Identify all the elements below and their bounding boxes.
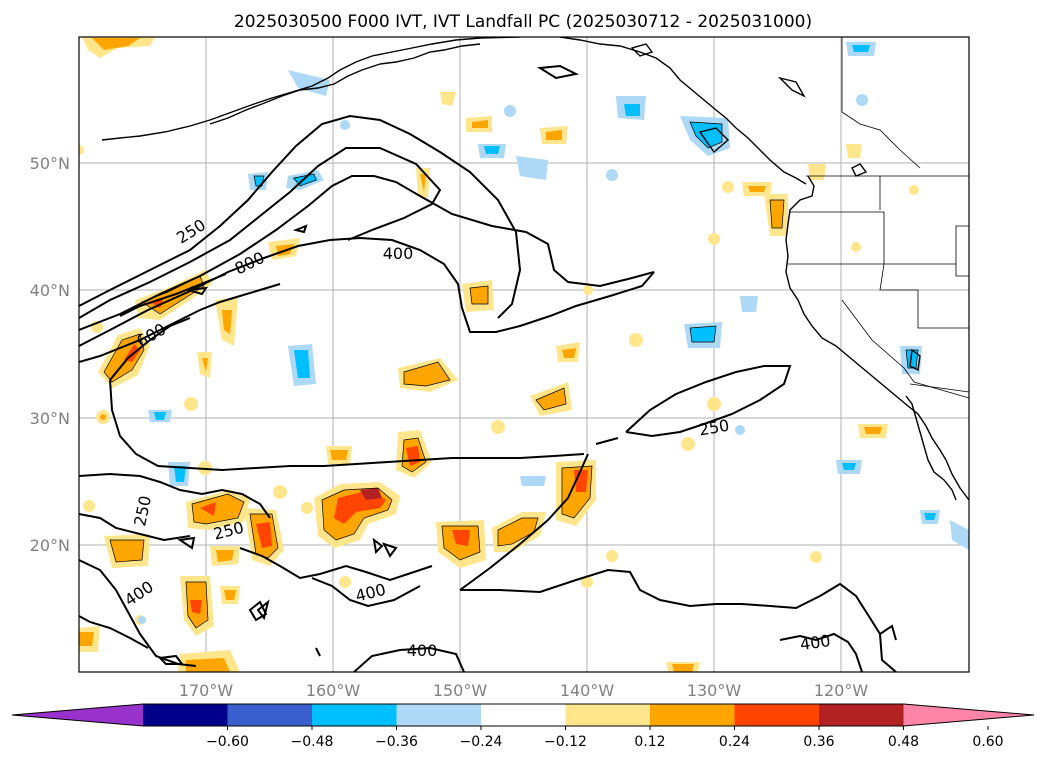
lon-label: 170°W bbox=[179, 681, 234, 700]
filled-pc-patches bbox=[79, 37, 969, 672]
contour-label: 400 bbox=[407, 641, 438, 660]
map-area bbox=[79, 37, 969, 672]
colorbar: −0.60 −0.48 −0.36 −0.24 −0.12 0.12 0.24 0.36 0.4… bbox=[11, 703, 1035, 750]
lat-label: 40°N bbox=[30, 281, 70, 300]
colorbar-segment bbox=[227, 704, 313, 726]
colorbar-segment bbox=[650, 704, 735, 726]
colorbar-segment bbox=[734, 704, 820, 726]
colorbar-tick-label: −0.48 bbox=[291, 734, 334, 750]
lat-label: 50°N bbox=[30, 154, 70, 173]
colorbar-segment bbox=[565, 704, 651, 726]
colorbar-tick-label: 0.24 bbox=[719, 734, 750, 750]
colorbar-tick-label: 0.12 bbox=[634, 734, 665, 750]
patch-outlines bbox=[103, 121, 919, 629]
political-borders bbox=[788, 37, 969, 399]
figure-title: 2025030500 F000 IVT, IVT Landfall PC (20… bbox=[234, 12, 812, 32]
colorbar-segment bbox=[143, 704, 228, 726]
colorbar-segment bbox=[312, 704, 397, 726]
colorbar-segment bbox=[481, 704, 566, 726]
colorbar-segment bbox=[396, 704, 482, 726]
colorbar-segment bbox=[819, 704, 904, 726]
contour-label: 400 bbox=[799, 631, 832, 654]
latitude-labels: 50°N 40°N 30°N 20°N bbox=[30, 154, 70, 555]
ivt-contours bbox=[79, 64, 897, 672]
lon-label: 130°W bbox=[687, 681, 742, 700]
lon-label: 160°W bbox=[306, 681, 361, 700]
lon-label: 140°W bbox=[560, 681, 615, 700]
lon-label: 120°W bbox=[814, 681, 869, 700]
longitude-labels: 170°W 160°W 150°W 140°W 130°W 120°W bbox=[179, 681, 869, 700]
lat-label: 30°N bbox=[30, 409, 70, 428]
colorbar-extend-high bbox=[903, 704, 1034, 726]
colorbar-tick-label: 0.48 bbox=[888, 734, 919, 750]
colorbar-extend-low bbox=[12, 704, 143, 726]
colorbar-tick-label: −0.60 bbox=[206, 734, 249, 750]
lat-label: 20°N bbox=[30, 536, 70, 555]
colorbar-tick-label: −0.24 bbox=[460, 734, 503, 750]
gridlines bbox=[79, 37, 969, 672]
colorbar-tick-label: −0.36 bbox=[375, 734, 418, 750]
colorbar-tick-label: −0.12 bbox=[544, 734, 587, 750]
lon-label: 150°W bbox=[433, 681, 488, 700]
map-frame bbox=[78, 36, 970, 673]
colorbar-outline bbox=[11, 703, 1035, 727]
colorbar-tick-label: 0.60 bbox=[972, 734, 1003, 750]
colorbar-tick-label: 0.36 bbox=[803, 734, 834, 750]
contour-label: 400 bbox=[383, 244, 414, 263]
